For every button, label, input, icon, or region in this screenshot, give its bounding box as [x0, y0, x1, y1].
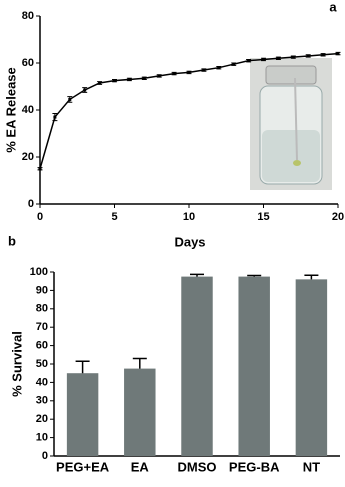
point	[157, 74, 161, 78]
point	[262, 57, 265, 61]
point	[172, 72, 176, 76]
y-tick-label: 0	[42, 450, 48, 462]
y-tick-label: 0	[28, 198, 34, 210]
y-tick-label: 30	[36, 395, 48, 407]
bar	[66, 373, 99, 456]
y-tick-label: 40	[36, 376, 48, 388]
point	[232, 62, 236, 66]
x-tick-label: PEG-BA	[229, 459, 280, 474]
point	[142, 76, 146, 80]
error-bar	[247, 274, 262, 277]
point	[291, 55, 295, 59]
error-bar	[75, 360, 90, 374]
point	[202, 68, 206, 72]
x-tick-label: EA	[131, 459, 150, 474]
y-tick-label: 100	[30, 266, 48, 278]
point	[53, 115, 57, 119]
bar	[238, 276, 270, 456]
inset-photo	[250, 58, 332, 190]
x-tick-label: DMSO	[178, 459, 217, 474]
y-tick-label: 60	[22, 57, 34, 69]
error-bar	[132, 357, 147, 369]
x-tick-label: 5	[111, 211, 117, 223]
y-tick-label: 50	[36, 358, 48, 370]
x-tick-label: NT	[303, 459, 320, 474]
error-bar	[304, 274, 319, 280]
point	[68, 97, 72, 101]
x-tick-label: 0	[37, 211, 43, 223]
bar	[181, 276, 213, 456]
x-tick-label: PEG+EA	[56, 459, 110, 474]
error-bar	[190, 273, 204, 277]
panel-label: a	[329, 0, 337, 14]
x-tick-label: 20	[332, 211, 344, 223]
y-axis-label: % EA Release	[3, 67, 18, 153]
x-tick-label: 10	[183, 211, 195, 223]
tube	[294, 77, 298, 161]
y-tick-label: 80	[36, 303, 48, 315]
point	[127, 77, 131, 81]
point	[276, 56, 280, 60]
x-tick-label: 15	[257, 211, 269, 223]
point	[336, 52, 340, 56]
point	[321, 53, 325, 57]
y-tick-label: 90	[36, 284, 48, 296]
y-tick-label: 60	[36, 340, 48, 352]
panel-label: b	[8, 233, 16, 248]
bar	[295, 279, 328, 456]
y-tick-label: 70	[36, 321, 48, 333]
y-tick-label: 20	[22, 151, 34, 163]
y-axis-label: % Survival	[9, 331, 24, 397]
point	[83, 88, 87, 92]
x-axis-label: Days	[174, 234, 205, 249]
y-tick-label: 80	[22, 10, 34, 22]
point	[217, 66, 221, 70]
sample	[293, 160, 301, 166]
point	[98, 81, 102, 85]
bar	[124, 368, 156, 456]
point	[247, 59, 251, 63]
point	[113, 79, 116, 83]
point	[306, 54, 310, 58]
bottle-liquid	[262, 130, 320, 182]
y-tick-label: 10	[36, 432, 48, 444]
y-tick-label: 40	[22, 104, 34, 116]
bottle-neck	[265, 65, 317, 85]
point	[38, 167, 42, 171]
y-tick-label: 20	[36, 413, 48, 425]
point	[187, 70, 191, 74]
